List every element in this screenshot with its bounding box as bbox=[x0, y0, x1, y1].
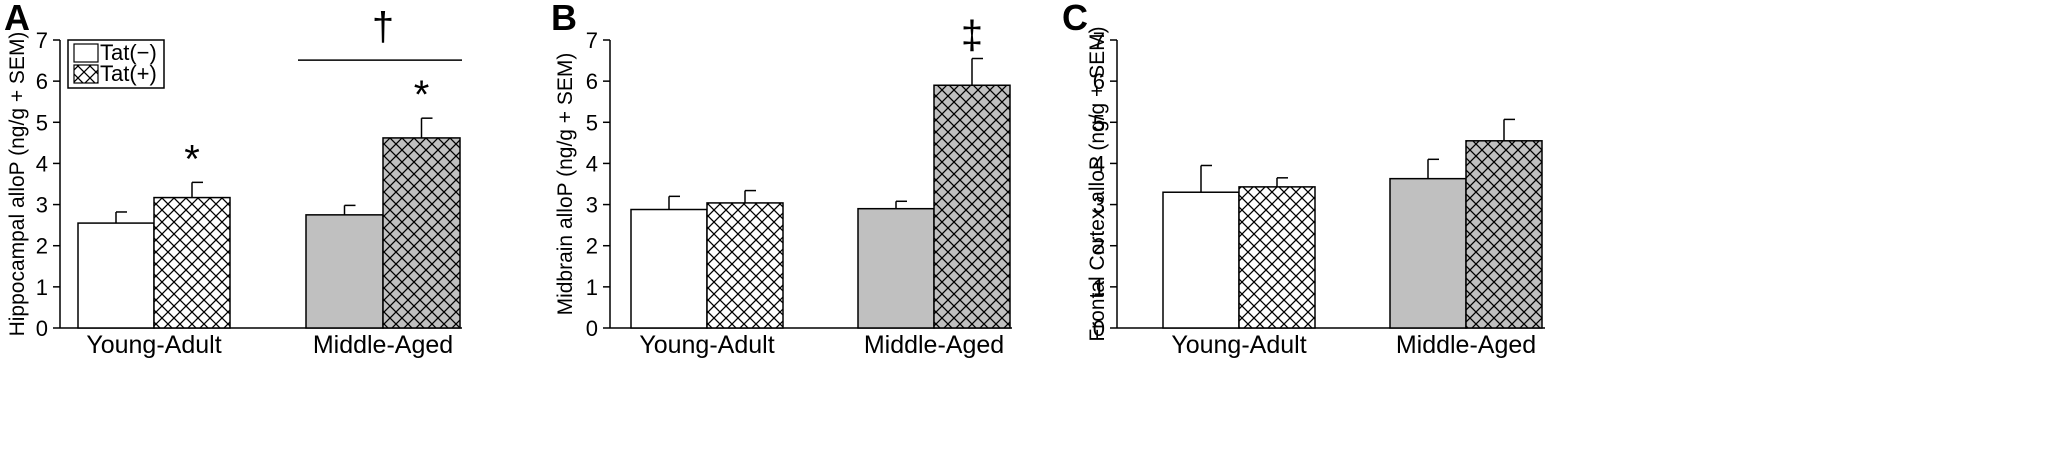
bar-middle-aged-tat-pos bbox=[382, 137, 461, 329]
y-tick-label: 5 bbox=[1093, 110, 1105, 135]
y-axis-label: Hippocampal alloP (ng/g + SEM) bbox=[6, 32, 29, 337]
y-tick-label: 5 bbox=[586, 110, 598, 135]
panel-letter: C bbox=[1062, 0, 1088, 38]
bar-young-adult-tat-pos bbox=[1238, 186, 1316, 329]
bar-middle-aged-tat-neg bbox=[305, 214, 384, 329]
x-category-label: Young-Adult bbox=[639, 331, 774, 359]
x-category-label: Middle-Aged bbox=[864, 331, 1004, 359]
y-axis-label: Midbrain alloP (ng/g + SEM) bbox=[554, 53, 577, 316]
panel-b: B 0 1 2 3 4 5 6 7 Midbrain alloP (ng/g + SEM) Youn… bbox=[551, 0, 1012, 359]
panel-letter: B bbox=[551, 0, 577, 38]
y-tick-label: 5 bbox=[36, 110, 48, 135]
x-category-label: Young-Adult bbox=[86, 331, 221, 359]
y-tick-label: 0 bbox=[1093, 316, 1105, 341]
y-tick-label: 0 bbox=[36, 316, 48, 341]
bar-young-adult-tat-pos bbox=[153, 196, 231, 329]
panel-letter: A bbox=[4, 0, 30, 38]
x-category-label: Middle-Aged bbox=[1396, 331, 1536, 359]
bar-middle-aged-tat-pos bbox=[933, 84, 1011, 329]
y-tick-label: 4 bbox=[36, 151, 48, 176]
legend-label: Tat(−) bbox=[100, 40, 157, 65]
bar-middle-aged-tat-neg bbox=[1389, 177, 1467, 329]
y-tick-label: 6 bbox=[36, 69, 48, 94]
y-tick-label: 3 bbox=[1093, 193, 1105, 218]
significance-dagger: † bbox=[372, 5, 394, 49]
y-axis-label: Frontal Cortex alloP (ng/g + SEM) bbox=[1086, 26, 1109, 341]
y-tick-label: 0 bbox=[586, 316, 598, 341]
significance-marker: ‡ bbox=[961, 14, 983, 58]
y-tick-label: 2 bbox=[1093, 234, 1105, 259]
bar-middle-aged-tat-neg bbox=[857, 207, 935, 329]
y-tick-label: 6 bbox=[1093, 69, 1105, 94]
bar-young-adult-tat-neg bbox=[1162, 191, 1240, 329]
y-tick-label: 2 bbox=[586, 234, 598, 259]
y-tick-label: 1 bbox=[586, 275, 598, 300]
y-tick-label: 4 bbox=[586, 151, 598, 176]
y-tick-label: 7 bbox=[586, 28, 598, 53]
bar-young-adult-tat-neg bbox=[630, 208, 708, 329]
legend-swatch bbox=[73, 64, 99, 84]
y-tick-label: 6 bbox=[586, 69, 598, 94]
y-tick-label: 3 bbox=[586, 193, 598, 218]
significance-marker: * bbox=[184, 137, 200, 181]
y-tick-label: 1 bbox=[36, 275, 48, 300]
y-tick-label: 2 bbox=[36, 234, 48, 259]
y-tick-label: 1 bbox=[1093, 275, 1105, 300]
y-tick-label: 7 bbox=[36, 28, 48, 53]
panel-a: A 0 1 2 3 4 5 6 7 Hippocampal alloP (ng/g + SEM) Y… bbox=[4, 0, 462, 359]
y-tick-label: 4 bbox=[1093, 151, 1105, 176]
bar-middle-aged-tat-pos bbox=[1465, 140, 1543, 329]
bar-young-adult-tat-pos bbox=[706, 202, 784, 329]
x-category-label: Young-Adult bbox=[1171, 331, 1306, 359]
x-category-label: Middle-Aged bbox=[313, 331, 453, 359]
y-tick-label: 7 bbox=[1093, 28, 1105, 53]
legend: Tat(−)Tat(+) bbox=[67, 39, 165, 89]
y-tick-label: 3 bbox=[36, 193, 48, 218]
bar-young-adult-tat-neg bbox=[77, 222, 155, 329]
legend-swatch bbox=[73, 43, 99, 63]
legend-label: Tat(+) bbox=[100, 61, 157, 86]
significance-marker: * bbox=[414, 73, 430, 117]
